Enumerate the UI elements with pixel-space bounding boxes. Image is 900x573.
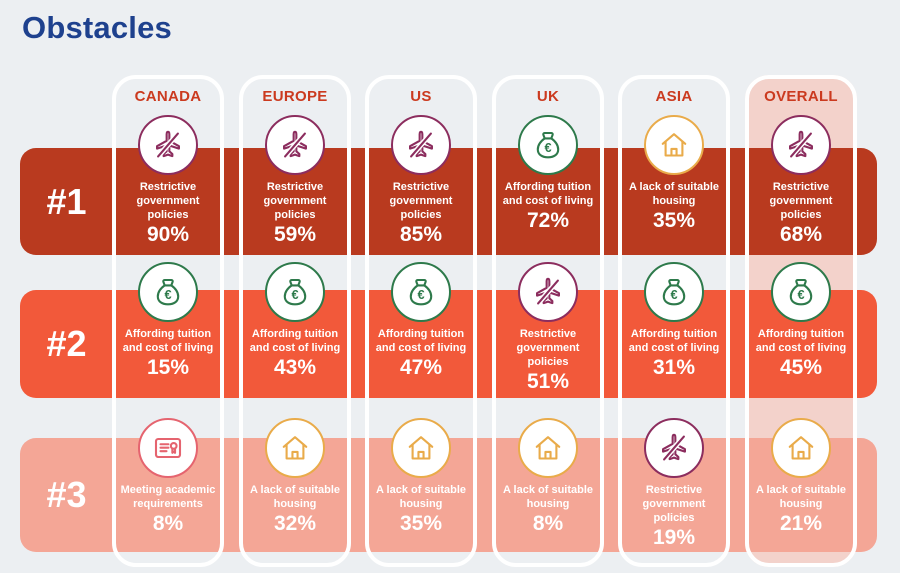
- column-card-canada: CANADA Restrictive government policies 9…: [112, 75, 224, 567]
- obstacle-value: 85%: [399, 223, 443, 247]
- column-header-us: US: [410, 88, 432, 105]
- obstacle-value: 68%: [779, 223, 823, 247]
- house-icon: [771, 418, 831, 478]
- cell-overall-rank3: A lack of suitable housing 21%: [749, 418, 853, 534]
- page-title: Obstacles: [22, 10, 172, 45]
- column-card-uk: UK € Affording tuition and cost of livin…: [492, 75, 604, 567]
- obstacle-label: A lack of suitable housing: [375, 484, 467, 511]
- cell-canada-rank3: Meeting academic requirements 8%: [116, 418, 220, 534]
- column-header-overall: OVERALL: [764, 88, 838, 105]
- cell-canada-rank1: Restrictive government policies 90%: [116, 115, 220, 245]
- obstacle-label: Restrictive government policies: [516, 328, 580, 369]
- house-icon: [391, 418, 451, 478]
- no-fly-plane-icon: [644, 418, 704, 478]
- svg-text:€: €: [291, 287, 298, 302]
- cell-overall-rank1: Restrictive government policies 68%: [749, 115, 853, 245]
- obstacle-label: A lack of suitable housing: [755, 484, 847, 511]
- obstacle-label: Meeting academic requirements: [120, 484, 216, 511]
- obstacle-value: 90%: [146, 223, 190, 247]
- column-header-canada: CANADA: [134, 88, 202, 105]
- cell-europe-rank3: A lack of suitable housing 32%: [243, 418, 347, 534]
- obstacle-label: Affording tuition and cost of living: [122, 328, 214, 355]
- svg-text:€: €: [797, 287, 804, 302]
- no-fly-plane-icon: [771, 115, 831, 175]
- no-fly-plane-icon: [265, 115, 325, 175]
- rank-label-1: #1: [46, 180, 87, 222]
- column-card-asia: ASIA A lack of suitable housing 35% € Af…: [618, 75, 730, 567]
- obstacle-label: A lack of suitable housing: [249, 484, 341, 511]
- money-bag-euro-icon: €: [391, 262, 451, 322]
- no-fly-plane-icon: [518, 262, 578, 322]
- obstacle-value: 47%: [399, 356, 443, 380]
- cell-asia-rank1: A lack of suitable housing 35%: [622, 115, 726, 231]
- cell-europe-rank2: € Affording tuition and cost of living 4…: [243, 262, 347, 378]
- cell-us-rank3: A lack of suitable housing 35%: [369, 418, 473, 534]
- obstacle-value: 21%: [779, 512, 823, 536]
- cell-asia-rank2: € Affording tuition and cost of living 3…: [622, 262, 726, 378]
- obstacle-label: Affording tuition and cost of living: [249, 328, 341, 355]
- obstacle-label: Restrictive government policies: [389, 181, 453, 222]
- column-card-us: US Restrictive government policies 85% €…: [365, 75, 477, 567]
- house-icon: [265, 418, 325, 478]
- obstacle-value: 15%: [146, 356, 190, 380]
- money-bag-euro-icon: €: [138, 262, 198, 322]
- obstacle-value: 72%: [526, 209, 570, 233]
- obstacle-label: Restrictive government policies: [263, 181, 327, 222]
- column-header-uk: UK: [536, 88, 560, 105]
- house-icon: [518, 418, 578, 478]
- certificate-icon: [138, 418, 198, 478]
- cell-canada-rank2: € Affording tuition and cost of living 1…: [116, 262, 220, 378]
- cell-europe-rank1: Restrictive government policies 59%: [243, 115, 347, 245]
- house-icon: [644, 115, 704, 175]
- cell-us-rank1: Restrictive government policies 85%: [369, 115, 473, 245]
- obstacle-value: 35%: [652, 209, 696, 233]
- column-card-overall: OVERALL Restrictive government policies …: [745, 75, 857, 567]
- svg-text:€: €: [164, 287, 171, 302]
- obstacle-value: 32%: [273, 512, 317, 536]
- svg-text:€: €: [544, 140, 551, 155]
- cell-uk-rank3: A lack of suitable housing 8%: [496, 418, 600, 534]
- no-fly-plane-icon: [391, 115, 451, 175]
- obstacle-label: Affording tuition and cost of living: [502, 181, 594, 208]
- obstacle-value: 8%: [532, 512, 564, 536]
- obstacle-label: Restrictive government policies: [136, 181, 200, 222]
- svg-text:€: €: [670, 287, 677, 302]
- column-header-europe: EUROPE: [262, 88, 328, 105]
- obstacle-value: 8%: [152, 512, 184, 536]
- obstacle-label: Restrictive government policies: [642, 484, 706, 525]
- obstacle-value: 51%: [526, 370, 570, 394]
- column-header-asia: ASIA: [655, 88, 693, 105]
- rank-label-2: #2: [46, 323, 87, 364]
- obstacle-value: 59%: [273, 223, 317, 247]
- obstacle-label: Affording tuition and cost of living: [628, 328, 720, 355]
- no-fly-plane-icon: [138, 115, 198, 175]
- obstacle-label: A lack of suitable housing: [502, 484, 594, 511]
- column-card-europe: EUROPE Restrictive government policies 5…: [239, 75, 351, 567]
- obstacle-label: A lack of suitable housing: [628, 181, 720, 208]
- obstacle-value: 19%: [652, 526, 696, 550]
- cell-uk-rank2: Restrictive government policies 51%: [496, 262, 600, 392]
- money-bag-euro-icon: €: [265, 262, 325, 322]
- obstacle-label: Restrictive government policies: [769, 181, 833, 222]
- rank-label-3: #3: [46, 474, 87, 515]
- obstacle-value: 45%: [779, 356, 823, 380]
- money-bag-euro-icon: €: [771, 262, 831, 322]
- obstacle-value: 31%: [652, 356, 696, 380]
- cell-overall-rank2: € Affording tuition and cost of living 4…: [749, 262, 853, 378]
- svg-text:€: €: [417, 287, 424, 302]
- obstacle-value: 35%: [399, 512, 443, 536]
- obstacle-value: 43%: [273, 356, 317, 380]
- money-bag-euro-icon: €: [518, 115, 578, 175]
- cell-asia-rank3: Restrictive government policies 19%: [622, 418, 726, 548]
- cell-us-rank2: € Affording tuition and cost of living 4…: [369, 262, 473, 378]
- obstacle-label: Affording tuition and cost of living: [755, 328, 847, 355]
- obstacle-label: Affording tuition and cost of living: [375, 328, 467, 355]
- cell-uk-rank1: € Affording tuition and cost of living 7…: [496, 115, 600, 231]
- money-bag-euro-icon: €: [644, 262, 704, 322]
